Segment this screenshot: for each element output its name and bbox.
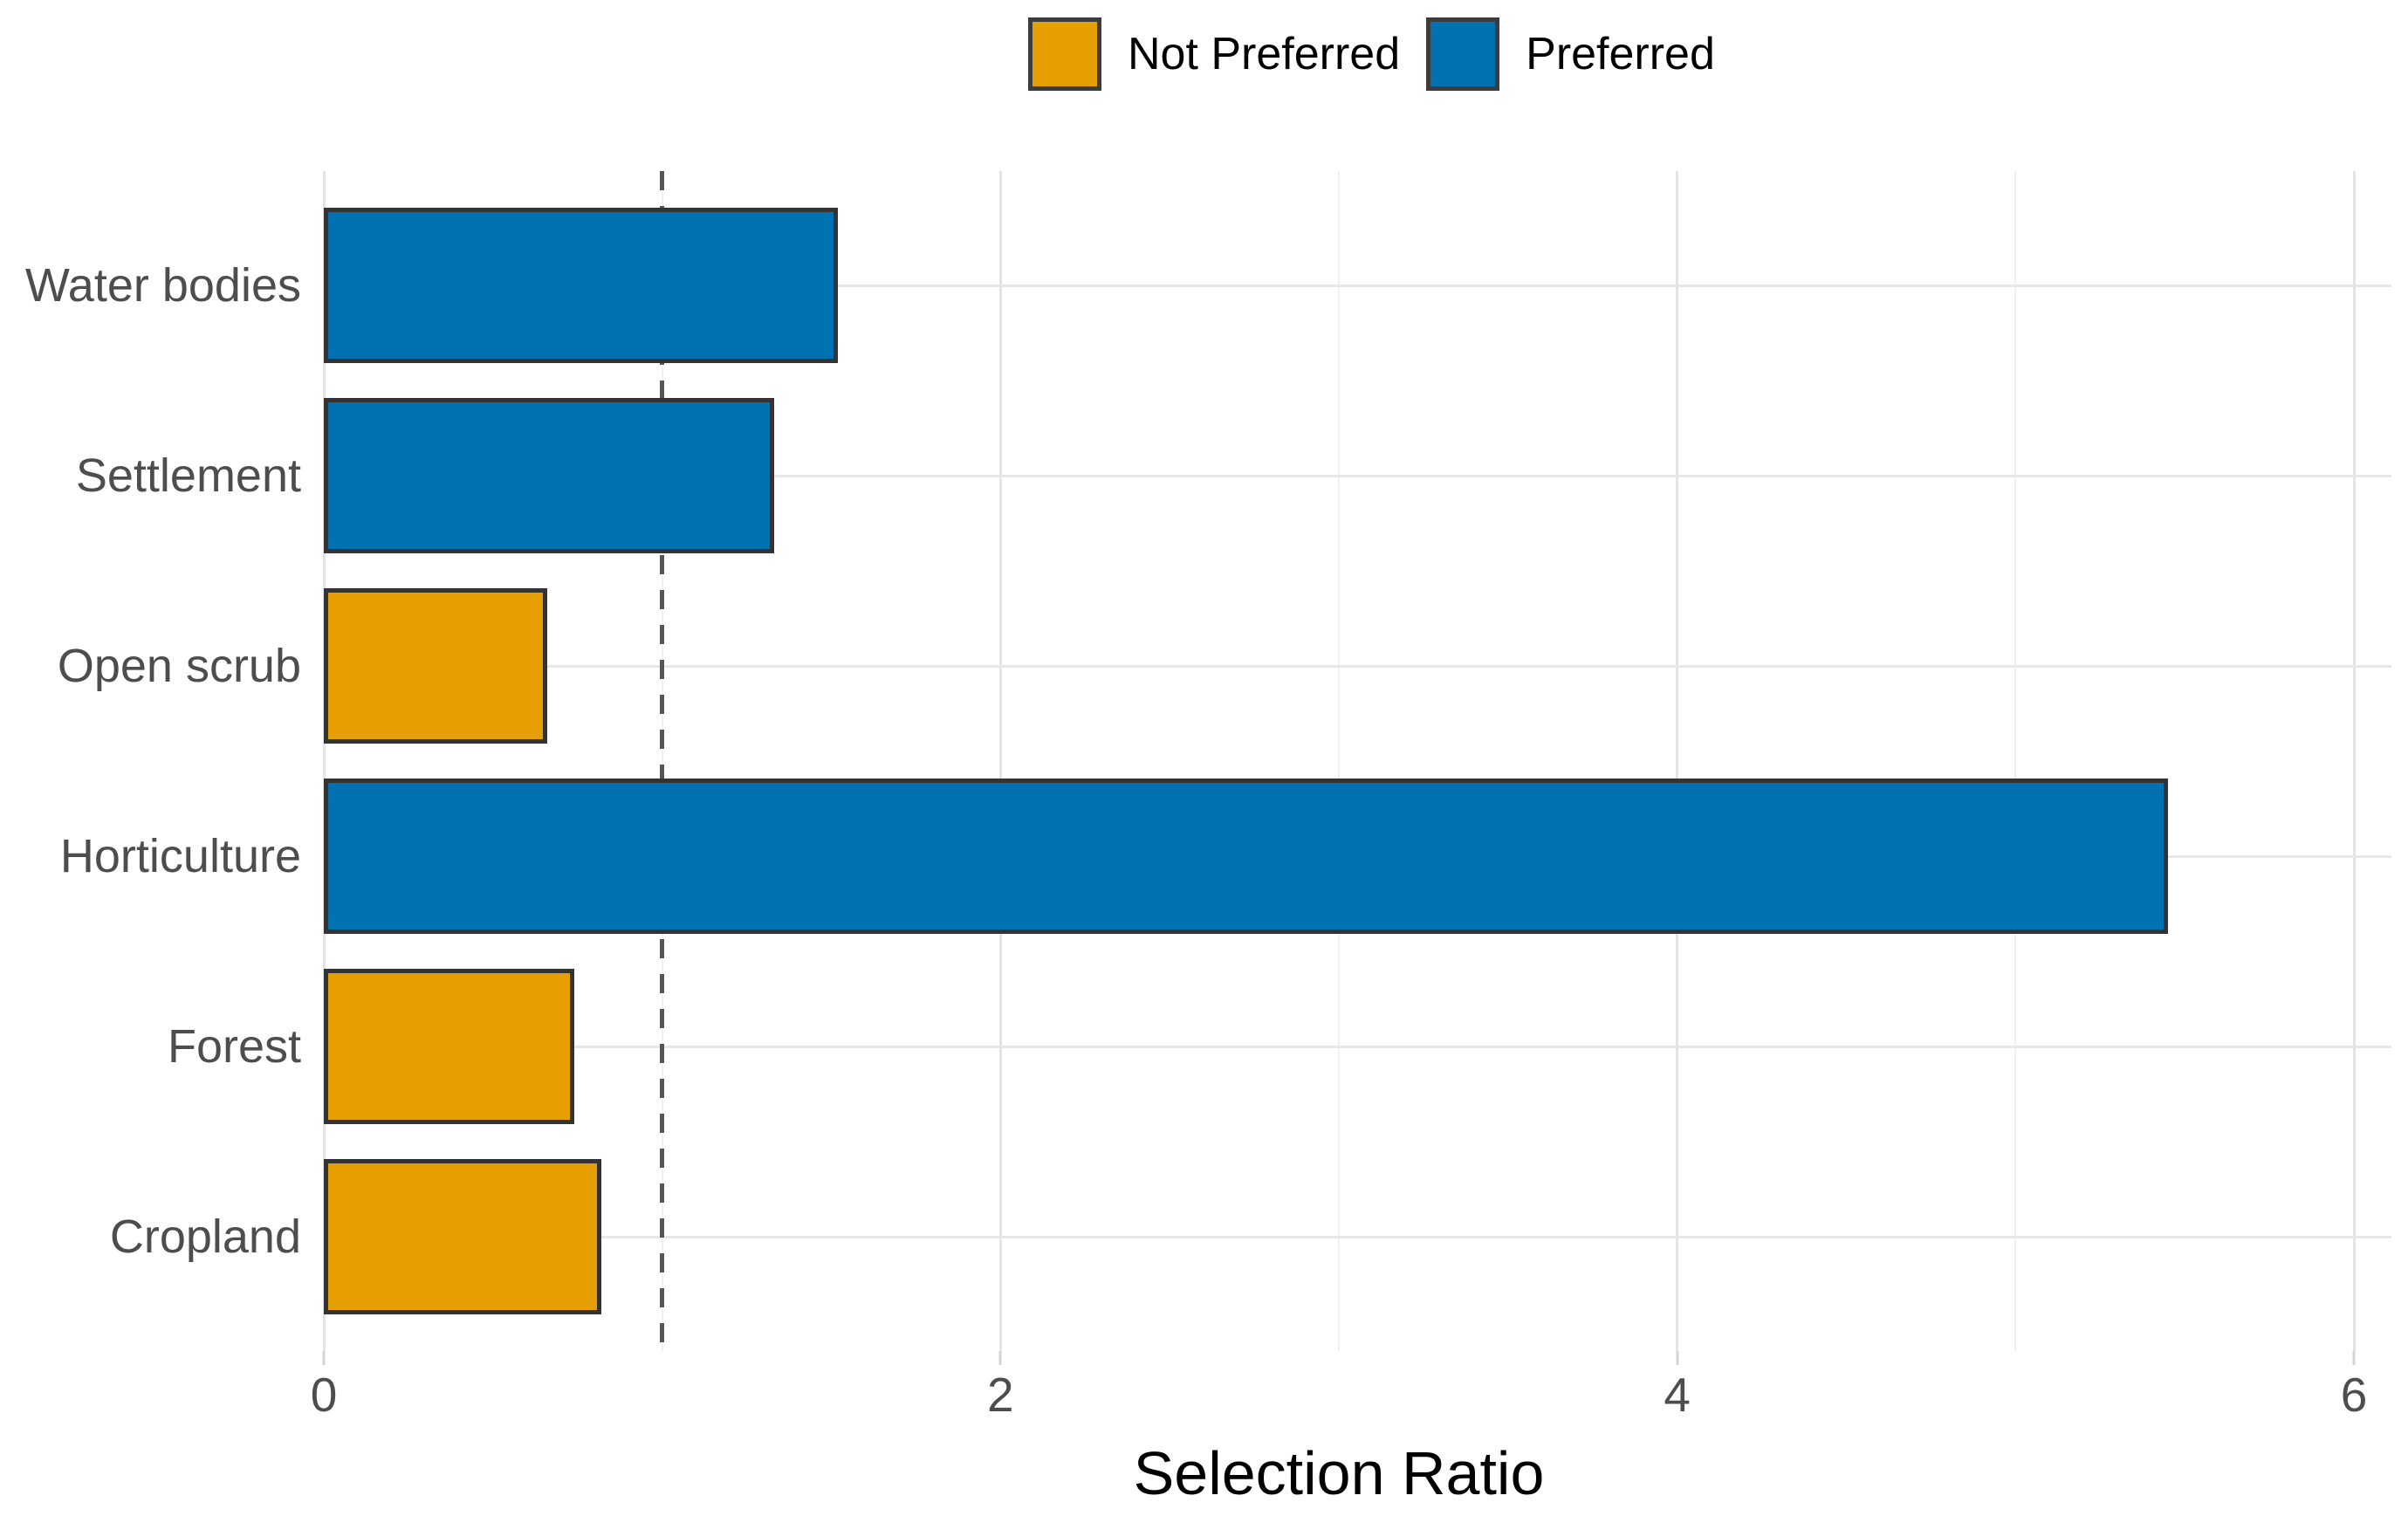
gridline-x-major (2352, 171, 2356, 1351)
x-tick-mark (2352, 1351, 2356, 1365)
y-axis-label: Water bodies (24, 259, 301, 312)
x-tick-mark (1676, 1351, 1679, 1365)
gridline-y-major (324, 664, 2391, 668)
reference-line (660, 171, 665, 1351)
bar-settlement (324, 398, 774, 553)
legend-swatch-not-preferred (1028, 17, 1101, 91)
bar-water-bodies (324, 208, 839, 363)
y-axis-label: Settlement (75, 449, 301, 502)
gridline-x-minor (2014, 171, 2017, 1351)
gridline-x-major (1676, 171, 1679, 1351)
legend-item-not-preferred: Not Preferred (1028, 17, 1400, 91)
legend-item-preferred: Preferred (1426, 17, 1715, 91)
x-tick-label: 2 (987, 1368, 1014, 1422)
y-axis-label: Forest (167, 1020, 301, 1073)
legend-label-not-preferred: Not Preferred (1128, 29, 1401, 79)
x-tick-mark (322, 1351, 326, 1365)
bar-open-scrub (324, 588, 547, 744)
legend: Not Preferred Preferred (1028, 17, 1715, 91)
gridline-y-major (324, 474, 2391, 477)
bar-horticulture (324, 779, 2168, 934)
gridline-x-major (998, 171, 1002, 1351)
x-tick-label: 4 (1664, 1368, 1691, 1422)
gridline-x-minor (1338, 171, 1340, 1351)
x-tick-mark (998, 1351, 1002, 1365)
legend-label-preferred: Preferred (1526, 29, 1715, 79)
legend-swatch-preferred (1426, 17, 1500, 91)
gridline-y-major (324, 284, 2391, 287)
bar-cropland (324, 1159, 601, 1314)
y-axis-label: Cropland (109, 1211, 301, 1263)
x-tick-label: 6 (2340, 1368, 2368, 1422)
x-axis-title: Selection Ratio (1133, 1439, 1545, 1507)
gridline-y-major (324, 1045, 2391, 1048)
x-tick-label: 0 (310, 1368, 338, 1422)
gridline-y-major (324, 1235, 2391, 1238)
plot-panel (322, 171, 2391, 1351)
gridline-x-major (322, 171, 326, 1351)
y-axis-label: Open scrub (57, 640, 301, 692)
bar-forest (324, 969, 574, 1124)
y-axis-label: Horticulture (59, 830, 301, 882)
